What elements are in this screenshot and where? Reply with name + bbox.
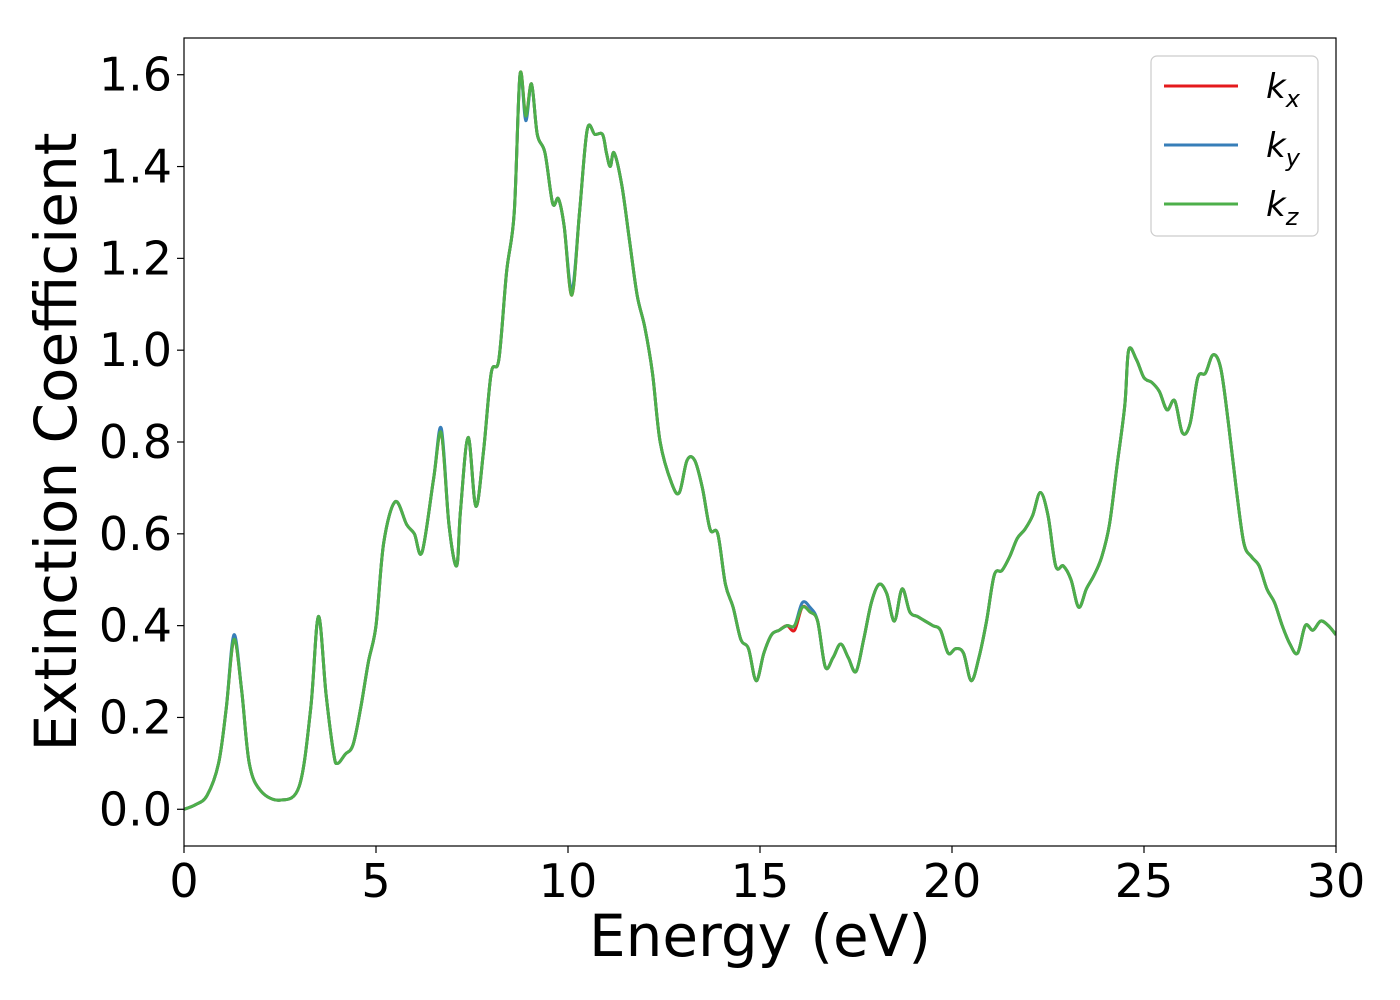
y-tick-label: 0.4 [99, 599, 172, 653]
legend-label-ky: ky [1266, 126, 1301, 172]
legend-label-kx: kx [1266, 67, 1301, 113]
x-tick-label: 15 [731, 854, 790, 908]
y-tick-label: 0.8 [99, 415, 172, 469]
legend-label-kz: kz [1266, 185, 1300, 231]
y-tick-label: 1.0 [99, 323, 172, 377]
legend: kx ky kz [1150, 55, 1319, 237]
x-tick-label: 10 [539, 854, 598, 908]
y-tick-label: 1.4 [99, 140, 172, 194]
y-tick-label: 0.2 [99, 690, 172, 744]
x-tick-label: 25 [1115, 854, 1174, 908]
y-tick-label: 1.6 [99, 48, 172, 102]
x-tick-label: 5 [361, 854, 390, 908]
series-line-kz [184, 70, 1336, 811]
y-axis-title: Extinction Coefficient [22, 133, 90, 752]
y-axis-ticks: 0.0 0.2 0.4 0.6 0.8 1.0 1.2 1.4 1.6 [99, 48, 184, 836]
x-axis-ticks: 0 5 10 15 20 25 30 [169, 846, 1365, 908]
x-tick-label: 0 [169, 854, 198, 908]
series-layer [184, 70, 1336, 811]
x-tick-label: 30 [1307, 854, 1366, 908]
y-tick-label: 1.2 [99, 231, 172, 285]
y-tick-label: 0.0 [99, 782, 172, 836]
y-tick-label: 0.6 [99, 507, 172, 561]
x-axis-title: Energy (eV) [589, 902, 931, 970]
x-tick-label: 20 [923, 854, 982, 908]
